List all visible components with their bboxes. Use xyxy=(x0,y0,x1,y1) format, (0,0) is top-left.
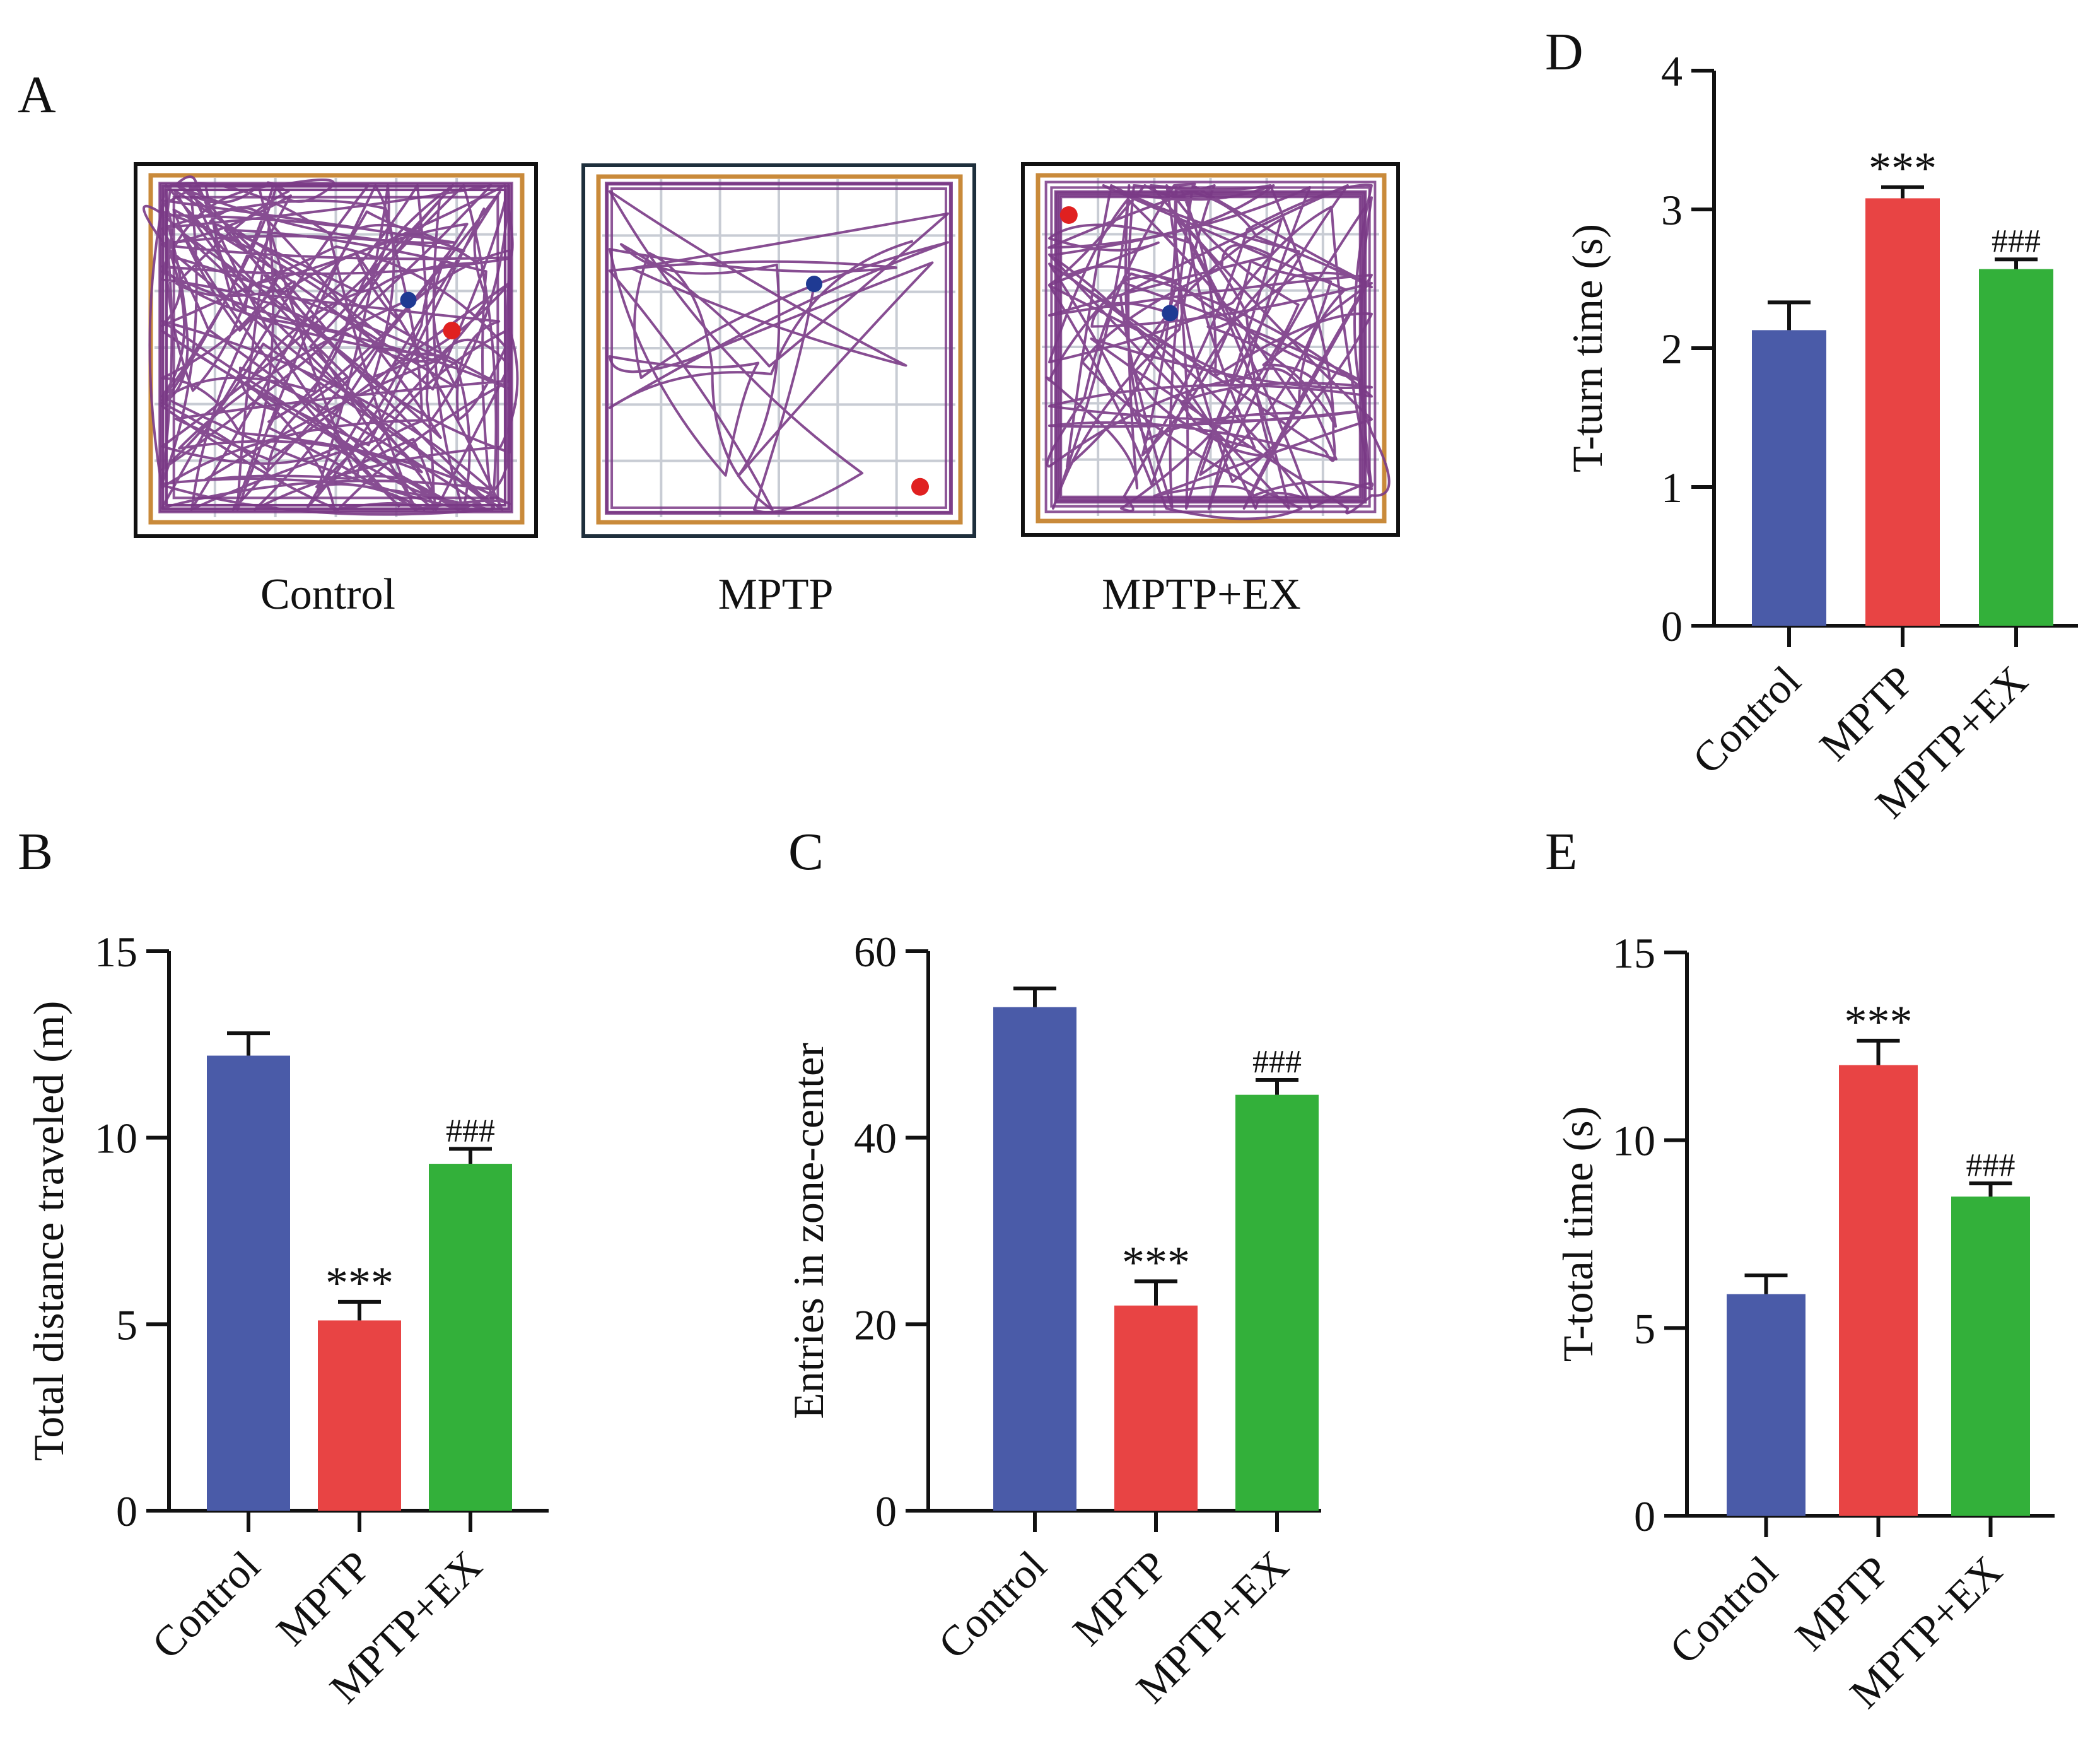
x-tick-label: Control xyxy=(929,1542,1056,1668)
y-tick-label: 0 xyxy=(116,1487,137,1535)
bar-mptp-ex xyxy=(1235,1094,1319,1511)
significance-stars: *** xyxy=(1122,1237,1190,1287)
panel-label-b: B xyxy=(18,823,53,881)
y-tick-label: 5 xyxy=(116,1301,137,1349)
bar-mptp xyxy=(318,1320,401,1511)
chart-c: 0 20 40 60 Entries in zone-center Control *** M… xyxy=(785,928,1321,1712)
track-caption-mptp: MPTP xyxy=(718,570,834,619)
y-tick-label: 60 xyxy=(854,928,897,976)
track-image-mptp xyxy=(581,163,976,538)
y-tick-label: 40 xyxy=(854,1115,897,1162)
start-marker xyxy=(806,276,822,293)
x-tick-label: Control xyxy=(1660,1547,1787,1673)
y-tick-label: 15 xyxy=(95,928,137,976)
trajectory-loop xyxy=(605,182,953,515)
start-marker xyxy=(1162,305,1179,322)
end-marker xyxy=(443,322,461,340)
y-tick-label: 3 xyxy=(1661,186,1683,234)
trajectory-loop xyxy=(610,187,947,509)
end-marker xyxy=(1059,206,1078,224)
bar-mptp xyxy=(1839,1065,1918,1516)
bar-mptp-ex xyxy=(1951,1196,2030,1516)
y-tick-label: 5 xyxy=(1634,1304,1655,1352)
track-caption-mptp-ex: MPTP+EX xyxy=(1102,570,1301,619)
y-tick-label: 0 xyxy=(875,1487,897,1535)
bar-mptp-ex xyxy=(429,1164,512,1511)
bar-mptp xyxy=(1114,1305,1198,1511)
y-tick-label: 10 xyxy=(1613,1117,1655,1165)
start-marker xyxy=(400,291,417,308)
bar-control xyxy=(207,1055,290,1511)
arena-outline xyxy=(1035,173,1387,524)
x-tick-label: Control xyxy=(143,1542,269,1668)
panel-label-e: E xyxy=(1545,823,1577,881)
panel-label-a: A xyxy=(18,66,56,124)
chart-b: 0 5 10 15 Total distance traveled (m) Control… xyxy=(25,928,549,1712)
trajectory-path xyxy=(1045,182,1391,520)
y-tick-label: 0 xyxy=(1661,602,1683,650)
significance-hashes: ### xyxy=(1992,223,2041,259)
significance-stars: *** xyxy=(1845,997,1913,1047)
significance-hashes: ### xyxy=(1966,1147,2015,1183)
y-tick-label: 20 xyxy=(854,1301,897,1349)
y-tick-label: 2 xyxy=(1661,325,1683,373)
bar-control xyxy=(1752,330,1826,626)
bar-mptp-ex xyxy=(1979,269,2053,626)
panel-label-d: D xyxy=(1545,23,1584,81)
trajectory-path xyxy=(609,190,949,514)
track-caption-control: Control xyxy=(260,570,395,619)
track-image-control xyxy=(134,162,538,538)
significance-stars: *** xyxy=(1869,143,1937,194)
y-tick-label: 0 xyxy=(1634,1492,1655,1540)
track-image-mptp-ex xyxy=(1021,162,1400,537)
x-tick-label: MPTP xyxy=(1063,1542,1176,1654)
panel-label-c: C xyxy=(788,823,824,881)
y-axis-label: Total distance traveled (m) xyxy=(25,1001,73,1461)
bar-control xyxy=(1727,1294,1805,1516)
y-axis-label: T-turn time (s) xyxy=(1563,224,1611,472)
significance-hashes: ### xyxy=(446,1113,495,1149)
y-tick-label: 10 xyxy=(95,1115,137,1162)
end-marker xyxy=(911,477,929,496)
y-tick-label: 4 xyxy=(1661,47,1683,95)
arena-outline xyxy=(596,174,963,525)
y-tick-label: 15 xyxy=(1613,929,1655,977)
y-axis-label: T-total time (s) xyxy=(1554,1106,1602,1362)
bar-control xyxy=(993,1007,1076,1511)
y-tick-label: 1 xyxy=(1661,464,1683,512)
trajectory-loop xyxy=(1044,180,1377,513)
trajectory-path xyxy=(143,175,519,516)
panel-a-tracks xyxy=(134,162,1400,538)
y-axis-label: Entries in zone-center xyxy=(785,1043,832,1419)
bar-mptp xyxy=(1865,198,1940,626)
x-tick-label: Control xyxy=(1683,657,1810,783)
significance-stars: *** xyxy=(325,1258,394,1308)
trajectory-loop xyxy=(172,196,499,500)
significance-hashes: ### xyxy=(1252,1044,1302,1080)
